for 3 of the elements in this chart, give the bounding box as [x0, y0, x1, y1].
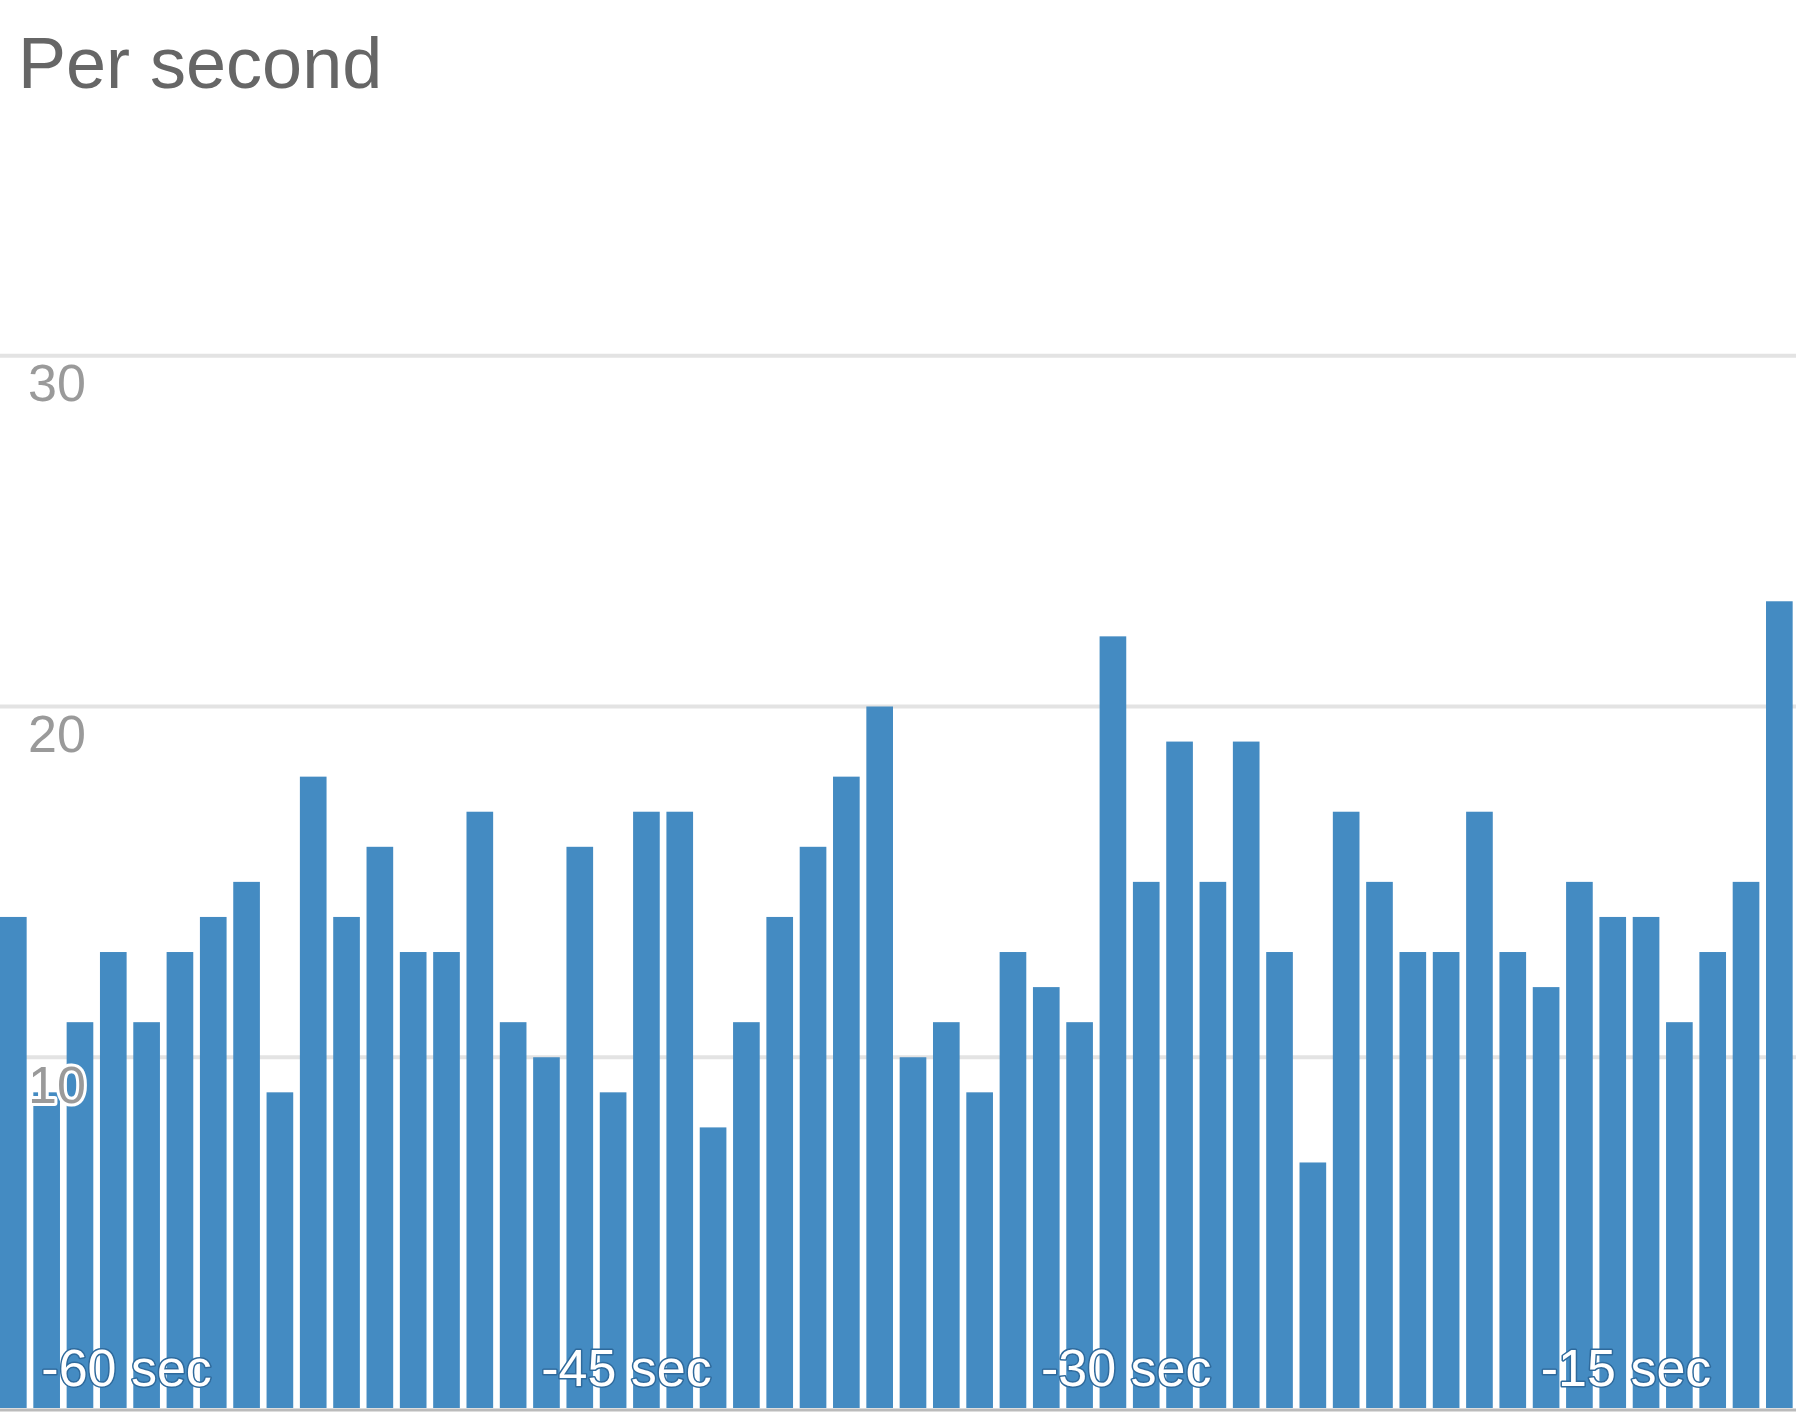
y-tick-label: 30: [28, 354, 86, 413]
chart-title: Per second: [18, 23, 383, 103]
y-tick-label: 20: [28, 705, 86, 764]
